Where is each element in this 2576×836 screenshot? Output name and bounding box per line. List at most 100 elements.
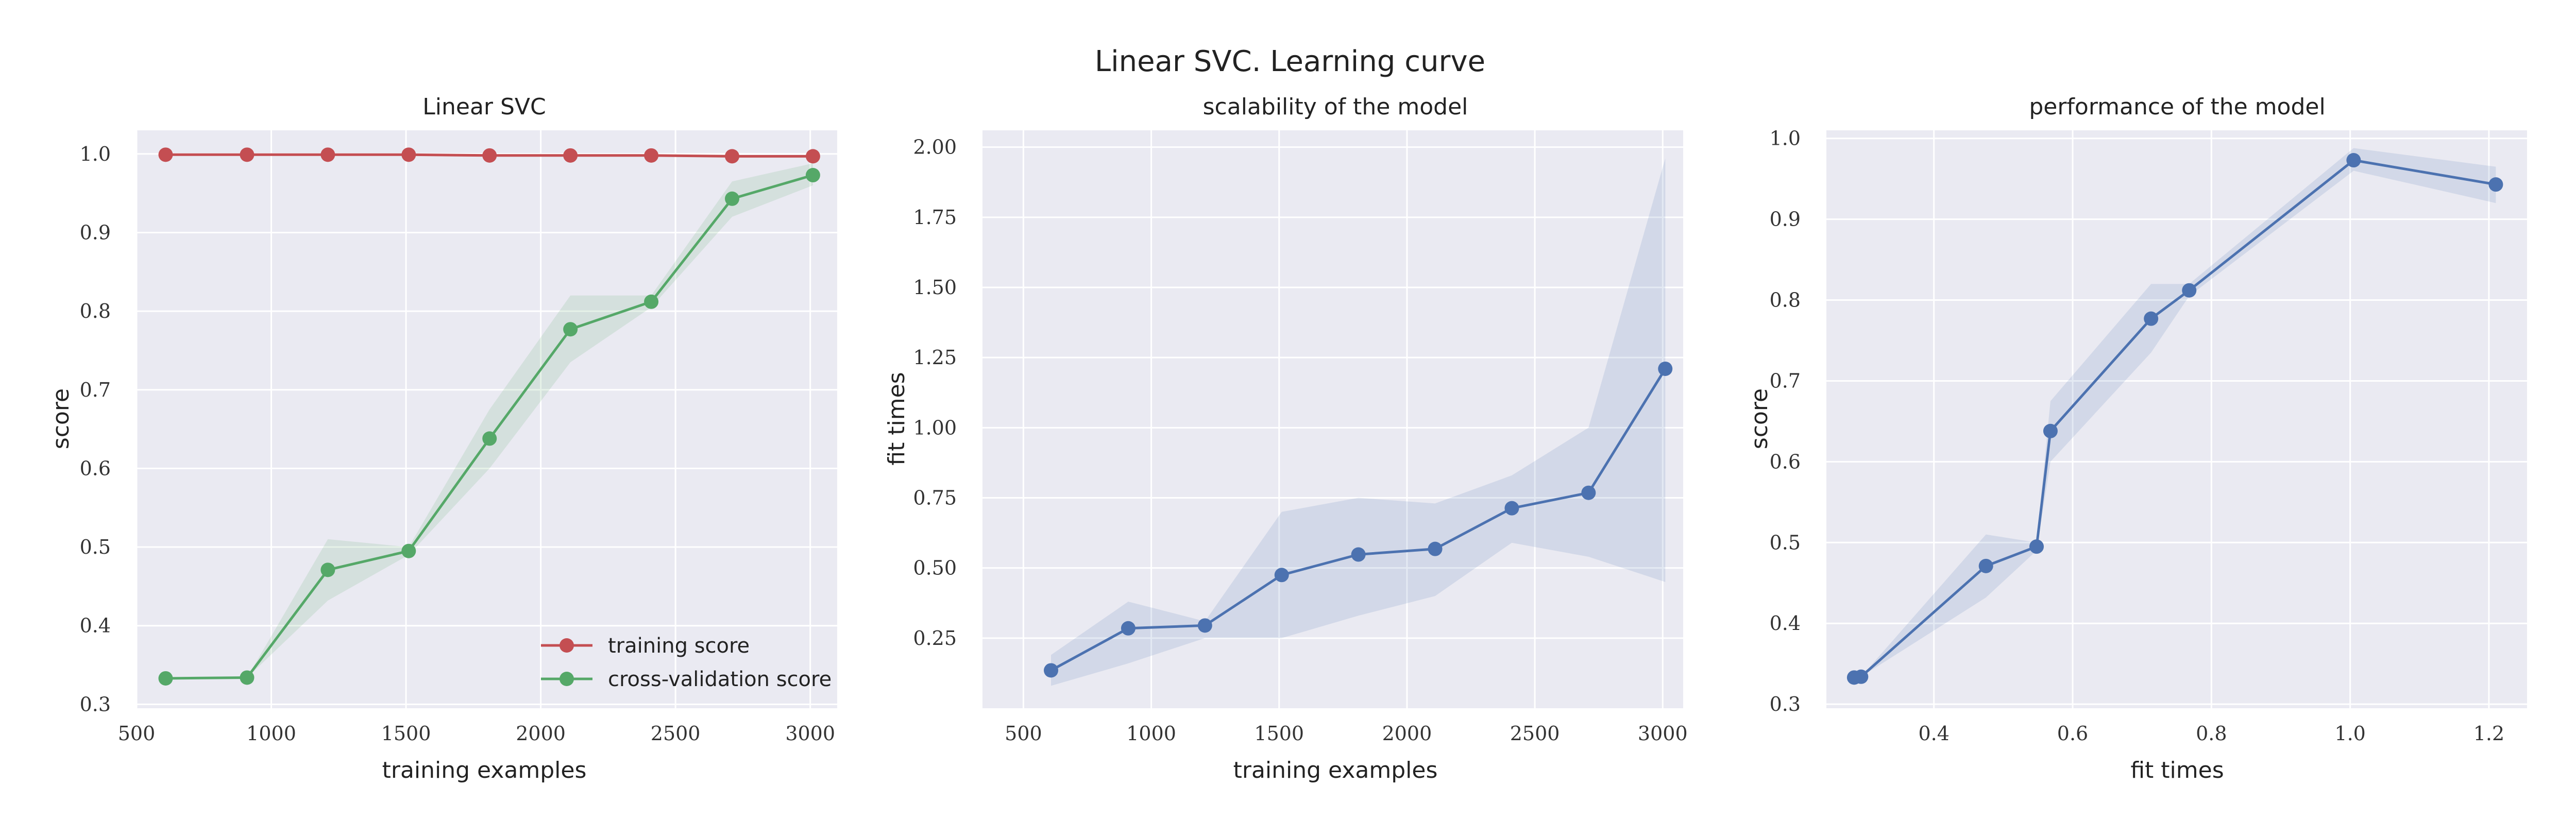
y-tick-label: 0.75 (913, 487, 957, 509)
y-tick-label: 0.3 (80, 693, 111, 715)
panel-title: Linear SVC (422, 94, 546, 120)
data-point (1044, 663, 1059, 678)
x-tick-label: 1.2 (2473, 722, 2504, 745)
x-tick-label: 0.6 (2057, 722, 2088, 745)
data-point (1581, 485, 1596, 500)
legend-marker (560, 638, 574, 653)
data-point (2029, 539, 2044, 554)
data-point (2488, 177, 2503, 192)
data-point (158, 671, 173, 686)
y-tick-label: 0.6 (1770, 450, 1801, 473)
data-point (1428, 541, 1443, 556)
y-axis-label: score (48, 388, 74, 449)
plot-area: 0.4 0.6 0.8 1.0 1.2 0.3 0.4 0.5 0.6 0.7 0.8 0.9 1.0 (1770, 127, 2527, 745)
x-tick-label: 2500 (651, 722, 701, 745)
x-tick-label: 2000 (1382, 722, 1432, 745)
y-tick-label: 1.0 (1770, 127, 1801, 150)
x-tick-label: 2500 (1510, 722, 1560, 745)
legend-label: cross-validation score (608, 668, 832, 691)
y-axis-label: score (1747, 388, 1773, 449)
data-point (240, 670, 255, 685)
x-tick-label: 3000 (785, 722, 835, 745)
data-point (1978, 558, 1993, 573)
data-point (1351, 547, 1366, 562)
x-tick-label: 0.4 (1918, 722, 1949, 745)
x-axis-label: training examples (382, 757, 587, 783)
y-tick-label: 0.4 (1770, 612, 1801, 635)
x-tick-label: 2000 (516, 722, 566, 745)
y-tick-label: 0.7 (80, 379, 111, 401)
x-tick-label: 1000 (246, 722, 296, 745)
figure-title: Linear SVC. Learning curve (1095, 45, 1485, 78)
chart-panel-learning-curve: 500 1000 1500 2000 2500 3000 0.3 0.4 0.5 0.6 0.7 0.… (48, 94, 837, 783)
y-tick-label: 1.25 (913, 346, 957, 369)
plot-background (982, 130, 1683, 708)
y-tick-label: 1.0 (80, 143, 111, 165)
legend-label: training score (608, 634, 750, 658)
data-point (725, 191, 739, 206)
y-tick-label: 0.6 (80, 457, 111, 480)
data-point (401, 543, 416, 558)
panel-title: performance of the model (2029, 94, 2325, 120)
y-tick-label: 0.50 (913, 557, 957, 579)
plot-background (137, 130, 837, 708)
chart-panel-performance: 0.4 0.6 0.8 1.0 1.20.30.40.50.60.70.80.91.0 … (1747, 94, 2527, 783)
y-tick-label: 0.4 (80, 615, 111, 637)
data-point (1658, 361, 1673, 376)
data-point (2144, 311, 2159, 326)
x-axis-label: fit times (2130, 757, 2224, 783)
data-point (1121, 621, 1136, 636)
x-tick-label: 1500 (381, 722, 431, 745)
y-tick-label: 2.00 (913, 136, 957, 159)
data-point (1504, 501, 1519, 516)
x-axis-label: training examples (1233, 757, 1438, 783)
data-point (401, 147, 416, 162)
data-point (482, 148, 497, 163)
data-point (1854, 669, 1869, 684)
y-tick-label: 0.5 (1770, 531, 1801, 554)
data-point (563, 148, 578, 163)
data-point (2043, 423, 2058, 438)
y-tick-label: 0.7 (1770, 369, 1801, 392)
data-point (644, 294, 659, 309)
y-axis-label: fit times (884, 372, 910, 465)
data-point (725, 149, 739, 164)
y-tick-label: 0.3 (1770, 693, 1801, 715)
data-point (563, 322, 578, 337)
data-point (644, 148, 659, 163)
y-tick-label: 0.25 (913, 627, 957, 650)
y-tick-label: 1.75 (913, 206, 957, 229)
y-tick-label: 1.00 (913, 416, 957, 439)
plot-background (1826, 130, 2527, 708)
x-tick-label: 1.0 (2334, 722, 2365, 745)
data-point (158, 147, 173, 162)
data-point (240, 147, 255, 162)
x-tick-label: 1000 (1126, 722, 1176, 745)
data-point (320, 562, 335, 577)
data-point (2182, 283, 2197, 298)
y-tick-label: 1.50 (913, 276, 957, 299)
confidence-band-0 (1854, 148, 2496, 678)
chart-panel-scalability: 500 1000 1500 2000 2500 3000 0.25 0.50 0.75 1.00 1… (884, 94, 1688, 783)
x-tick-label: 3000 (1638, 722, 1688, 745)
legend-marker (560, 672, 574, 686)
panel-title: scalability of the model (1203, 94, 1468, 120)
plot-area: 500 1000 1500 2000 2500 3000 0.25 0.50 0.75 1.00 1… (913, 130, 1688, 745)
data-point (2346, 153, 2361, 168)
x-tick-label: 500 (118, 722, 156, 745)
confidence-band-1 (165, 163, 813, 679)
data-point (320, 147, 335, 162)
y-tick-label: 0.8 (80, 300, 111, 322)
data-point (1197, 618, 1212, 633)
confidence-band-0 (1051, 158, 1666, 686)
y-tick-label: 0.9 (1770, 208, 1801, 231)
data-point (1274, 568, 1289, 583)
data-point (482, 431, 497, 446)
plot-area: 500 1000 1500 2000 2500 3000 0.3 0.4 0.5 0.6 0.7 0.… (80, 130, 837, 745)
y-tick-label: 0.9 (80, 221, 111, 244)
x-tick-label: 1500 (1254, 722, 1304, 745)
data-point (805, 168, 820, 183)
y-tick-label: 0.5 (80, 536, 111, 558)
x-tick-label: 500 (1005, 722, 1042, 745)
